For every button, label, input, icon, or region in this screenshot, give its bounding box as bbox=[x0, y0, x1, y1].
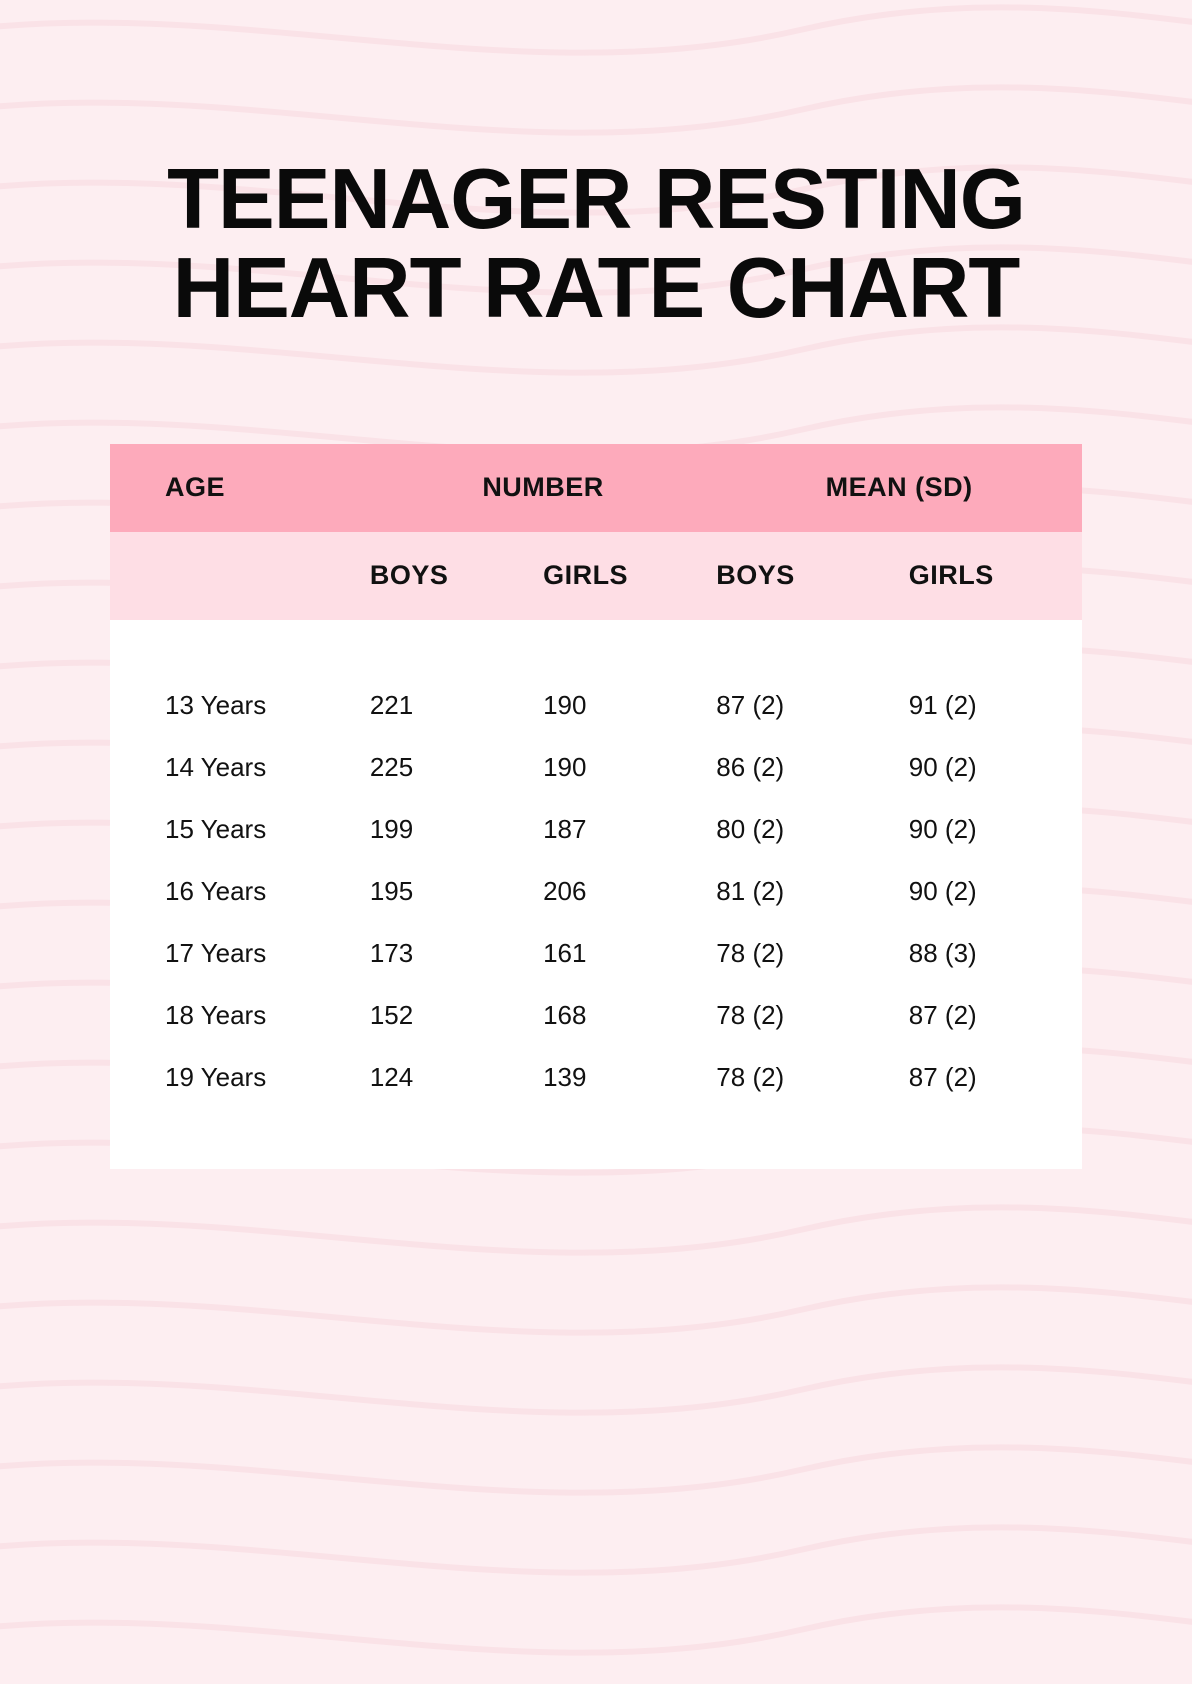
data-table: AGE NUMBER MEAN (SD) BOYS GIRLS BOYS GIR… bbox=[110, 444, 1082, 1169]
cell-num-boys: 225 bbox=[370, 752, 543, 783]
cell-num-boys: 195 bbox=[370, 876, 543, 907]
cell-num-girls: 139 bbox=[543, 1062, 716, 1093]
subheader-boys-number: BOYS bbox=[370, 560, 543, 591]
cell-mean-boys: 86 (2) bbox=[716, 752, 908, 783]
cell-mean-girls: 90 (2) bbox=[909, 814, 1082, 845]
cell-mean-boys: 78 (2) bbox=[716, 1062, 908, 1093]
cell-mean-boys: 78 (2) bbox=[716, 1000, 908, 1031]
cell-mean-boys: 87 (2) bbox=[716, 690, 908, 721]
cell-num-girls: 190 bbox=[543, 752, 716, 783]
subheader-boys-mean: BOYS bbox=[716, 560, 908, 591]
cell-mean-girls: 87 (2) bbox=[909, 1000, 1082, 1031]
cell-age: 13 Years bbox=[110, 690, 370, 721]
cell-num-boys: 221 bbox=[370, 690, 543, 721]
cell-age: 19 Years bbox=[110, 1062, 370, 1093]
cell-mean-girls: 87 (2) bbox=[909, 1062, 1082, 1093]
cell-age: 15 Years bbox=[110, 814, 370, 845]
table-row: 17 Years 173 161 78 (2) 88 (3) bbox=[110, 923, 1082, 985]
cell-num-boys: 124 bbox=[370, 1062, 543, 1093]
cell-age: 14 Years bbox=[110, 752, 370, 783]
table-row: 19 Years 124 139 78 (2) 87 (2) bbox=[110, 1047, 1082, 1109]
subheader-girls-mean: GIRLS bbox=[909, 560, 1082, 591]
table-header-row-2: BOYS GIRLS BOYS GIRLS bbox=[110, 532, 1082, 620]
page-title: TEENAGER RESTING HEART RATE CHART bbox=[110, 155, 1082, 334]
cell-mean-boys: 78 (2) bbox=[716, 938, 908, 969]
cell-mean-boys: 81 (2) bbox=[716, 876, 908, 907]
cell-mean-boys: 80 (2) bbox=[716, 814, 908, 845]
cell-num-girls: 168 bbox=[543, 1000, 716, 1031]
cell-mean-girls: 91 (2) bbox=[909, 690, 1082, 721]
header-mean: MEAN (SD) bbox=[716, 472, 1082, 503]
cell-age: 18 Years bbox=[110, 1000, 370, 1031]
table-row: 16 Years 195 206 81 (2) 90 (2) bbox=[110, 861, 1082, 923]
cell-mean-girls: 90 (2) bbox=[909, 876, 1082, 907]
table-row: 13 Years 221 190 87 (2) 91 (2) bbox=[110, 675, 1082, 737]
table-row: 18 Years 152 168 78 (2) 87 (2) bbox=[110, 985, 1082, 1047]
title-line-1: TEENAGER RESTING bbox=[167, 152, 1025, 247]
cell-mean-girls: 90 (2) bbox=[909, 752, 1082, 783]
cell-num-boys: 173 bbox=[370, 938, 543, 969]
table-header-row-1: AGE NUMBER MEAN (SD) bbox=[110, 444, 1082, 532]
header-number: NUMBER bbox=[370, 472, 716, 503]
table-spacer bbox=[110, 620, 1082, 675]
cell-num-boys: 199 bbox=[370, 814, 543, 845]
cell-num-girls: 190 bbox=[543, 690, 716, 721]
title-line-2: HEART RATE CHART bbox=[173, 241, 1020, 336]
cell-num-girls: 187 bbox=[543, 814, 716, 845]
cell-num-girls: 206 bbox=[543, 876, 716, 907]
cell-num-boys: 152 bbox=[370, 1000, 543, 1031]
header-age: AGE bbox=[110, 472, 370, 503]
table-row: 14 Years 225 190 86 (2) 90 (2) bbox=[110, 737, 1082, 799]
table-row: 15 Years 199 187 80 (2) 90 (2) bbox=[110, 799, 1082, 861]
cell-num-girls: 161 bbox=[543, 938, 716, 969]
cell-age: 17 Years bbox=[110, 938, 370, 969]
subheader-girls-number: GIRLS bbox=[543, 560, 716, 591]
content: TEENAGER RESTING HEART RATE CHART AGE NU… bbox=[0, 0, 1192, 1169]
cell-age: 16 Years bbox=[110, 876, 370, 907]
cell-mean-girls: 88 (3) bbox=[909, 938, 1082, 969]
